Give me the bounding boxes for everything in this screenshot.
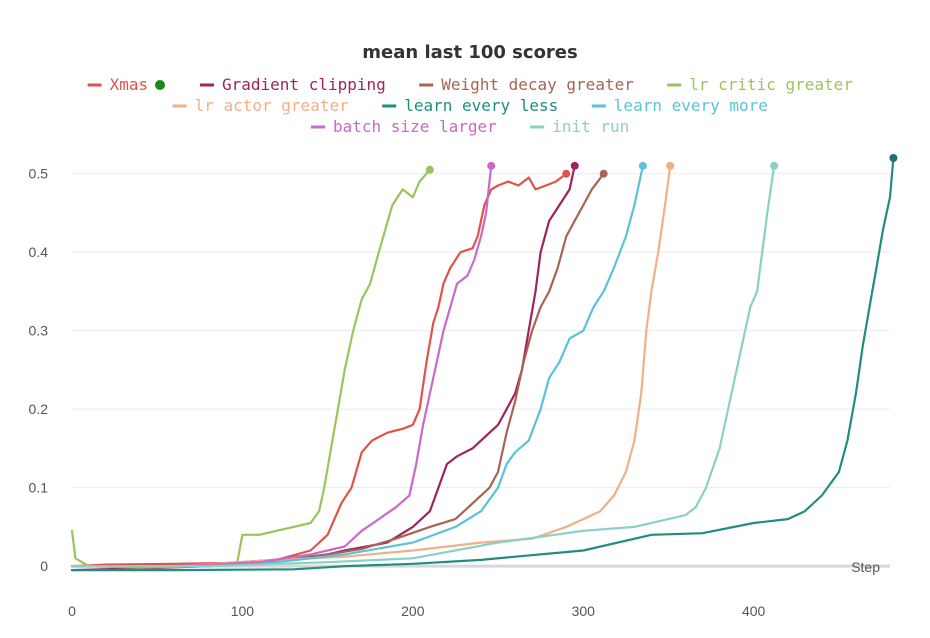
legend-item[interactable]: lr actor greater (172, 96, 349, 115)
series-end-point[interactable] (599, 169, 608, 178)
series-end-point[interactable] (487, 161, 496, 170)
legend-item[interactable]: learn every less (382, 96, 558, 115)
y-tick-label: 0.5 (29, 166, 49, 182)
legend-label: init run (552, 117, 629, 136)
legend-item[interactable]: Gradient clipping (200, 75, 386, 94)
series-line[interactable] (70, 164, 672, 568)
x-tick-label: 300 (572, 603, 596, 619)
series-line[interactable] (70, 164, 644, 568)
grid (72, 173, 890, 568)
legend: Xmas Gradient clipping Weight decay greate… (87, 75, 853, 136)
x-axis: 0 100 200 300 400 (68, 603, 765, 619)
chart-title: mean last 100 scores (362, 42, 577, 63)
series-7 (70, 161, 496, 568)
series-group (70, 154, 898, 572)
x-tick-label: 100 (231, 603, 255, 619)
legend-label: Xmas (110, 75, 149, 94)
series-line[interactable] (70, 172, 568, 568)
series-5 (70, 154, 898, 572)
legend-item[interactable]: init run (530, 117, 629, 136)
series-2 (70, 169, 608, 568)
series-end-point[interactable] (425, 165, 434, 174)
series-1 (70, 161, 579, 572)
y-tick-label: 0.2 (29, 401, 49, 417)
series-line[interactable] (70, 156, 895, 572)
legend-item[interactable]: lr critic greater (667, 75, 853, 94)
series-line[interactable] (70, 164, 776, 568)
legend-item[interactable]: learn every more (591, 96, 768, 115)
series-end-point[interactable] (638, 161, 647, 170)
legend-label: Weight decay greater (441, 75, 634, 94)
x-tick-label: 400 (742, 603, 766, 619)
series-8 (70, 161, 779, 568)
highlight-dot-icon (155, 80, 165, 90)
y-tick-label: 0.3 (29, 323, 49, 339)
series-line[interactable] (70, 164, 493, 568)
legend-item[interactable]: batch size larger (311, 117, 497, 136)
series-line[interactable] (70, 168, 431, 569)
legend-label: batch size larger (333, 117, 497, 136)
series-end-point[interactable] (570, 161, 579, 170)
series-6 (70, 161, 647, 568)
series-end-point[interactable] (770, 161, 779, 170)
x-tick-label: 0 (68, 603, 76, 619)
y-tick-label: 0 (40, 558, 48, 574)
series-line[interactable] (70, 164, 576, 572)
legend-label: Gradient clipping (222, 75, 386, 94)
series-end-point[interactable] (562, 169, 571, 178)
series-end-point[interactable] (666, 161, 675, 170)
x-tick-label: 200 (401, 603, 425, 619)
legend-label: learn every more (614, 96, 768, 115)
legend-item[interactable]: Xmas (87, 75, 165, 94)
legend-item[interactable]: Weight decay greater (419, 75, 634, 94)
legend-label: learn every less (404, 96, 558, 115)
series-0 (70, 169, 571, 568)
series-line[interactable] (70, 172, 605, 568)
series-end-point[interactable] (889, 154, 898, 162)
legend-label: lr actor greater (195, 96, 349, 115)
y-tick-label: 0.1 (29, 480, 49, 496)
series-3 (70, 165, 434, 569)
x-axis-label: Step (851, 559, 880, 575)
series-4 (70, 161, 675, 568)
y-axis: 0 0.1 0.2 0.3 0.4 0.5 (29, 166, 49, 574)
legend-label: lr critic greater (689, 75, 853, 94)
y-tick-label: 0.4 (29, 244, 49, 260)
